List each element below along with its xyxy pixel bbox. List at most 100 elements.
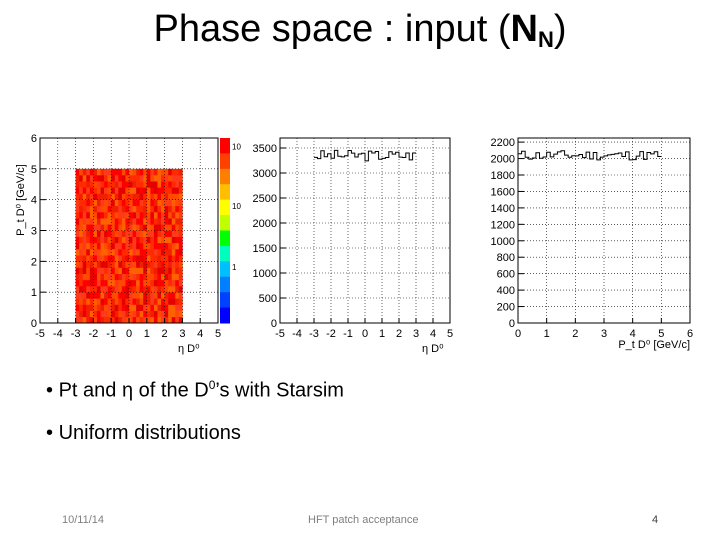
heatmap-cell <box>86 242 91 250</box>
heatmap-cell <box>178 267 183 274</box>
heatmap-cell <box>139 286 144 293</box>
heatmap-cell <box>150 242 155 250</box>
y-tick-label: 2000 <box>491 154 515 166</box>
heatmap-cell <box>125 242 130 250</box>
heatmap-cell <box>89 255 94 262</box>
heatmap-cell <box>86 304 91 311</box>
heatmap-cell <box>125 236 130 244</box>
heatmap-cell <box>111 316 116 324</box>
heatmap-cell <box>175 236 180 244</box>
heatmap-cell <box>82 199 87 207</box>
colorbar-segment <box>220 276 230 293</box>
heatmap-cell <box>136 310 140 318</box>
heatmap-cell <box>104 316 108 324</box>
heatmap-cell <box>86 286 91 293</box>
heatmap-cell <box>171 298 176 305</box>
heatmap-cell <box>118 249 123 256</box>
heatmap-cell <box>150 316 155 324</box>
heatmap-cell <box>104 249 108 256</box>
heatmap-cell <box>171 199 176 207</box>
heatmap-cell <box>125 286 130 293</box>
heatmap-cell <box>168 242 173 250</box>
heatmap-cell <box>168 255 173 262</box>
heatmap-cell <box>164 168 169 176</box>
colorbar-label: 10 <box>232 202 241 211</box>
heatmap-cell <box>132 298 137 305</box>
heatmap-cell <box>161 224 165 231</box>
heatmap-cell <box>111 304 116 311</box>
heatmap-cell <box>75 310 80 318</box>
x-tick-label: 1 <box>144 328 150 340</box>
bullet-mark: • <box>46 422 54 444</box>
heatmap-cell <box>107 224 112 231</box>
heatmap-cell <box>178 205 183 213</box>
heatmap-cell <box>125 255 130 262</box>
heatmap-cell <box>164 298 169 305</box>
heatmap-cell <box>175 230 180 237</box>
heatmap-cell <box>86 230 91 237</box>
heatmap-cell <box>161 193 165 200</box>
footer-date: 10/11/14 <box>62 514 105 526</box>
heatmap-cell <box>153 310 158 318</box>
heatmap-cell <box>168 249 173 256</box>
heatmap-cell <box>107 242 112 250</box>
heatmap-cell <box>118 230 123 237</box>
colorbar-segment <box>220 230 230 247</box>
heatmap-cell <box>178 316 183 324</box>
heatmap-cell <box>82 273 87 281</box>
heatmap-cell <box>143 298 148 305</box>
heatmap-cell <box>164 212 169 219</box>
heatmap-cell <box>82 181 87 188</box>
heatmap-cell <box>175 316 180 324</box>
heatmap-cell <box>86 212 91 219</box>
heatmap-cell <box>104 242 108 250</box>
heatmap-cell <box>75 255 80 262</box>
heatmap-cell <box>168 310 173 318</box>
heatmap-cell <box>121 230 126 237</box>
heatmap-cell <box>161 292 165 299</box>
heatmap-cell <box>107 205 112 213</box>
heatmap-cell <box>161 187 165 194</box>
heatmap-cell <box>96 304 101 311</box>
heatmap-cell <box>75 236 80 244</box>
heatmap-cell <box>114 168 119 176</box>
title-suffix: ) <box>553 8 567 50</box>
heatmap-cell <box>136 230 140 237</box>
heatmap-cell <box>93 168 98 176</box>
heatmap-cell <box>118 267 123 274</box>
heatmap-cell <box>157 261 162 268</box>
heatmap-cell <box>121 267 126 274</box>
heatmap-cell <box>129 304 133 311</box>
heatmap-cell <box>146 199 151 207</box>
heatmap-cell <box>161 304 165 311</box>
heatmap-cell <box>129 242 133 250</box>
heatmap-cell <box>100 224 105 231</box>
heatmap-cell <box>79 199 84 207</box>
heatmap-cell <box>146 310 151 318</box>
heatmap-cell <box>150 267 155 274</box>
heatmap-cell <box>114 181 119 188</box>
heatmap-cell <box>107 279 112 287</box>
x-tick-label: 3 <box>413 328 419 340</box>
heatmap-cell <box>178 286 183 293</box>
heatmap-cell <box>125 187 130 194</box>
heatmap-cell <box>157 187 162 194</box>
heatmap-cell <box>107 193 112 200</box>
heatmap-cell <box>75 279 80 287</box>
heatmap-cell <box>161 230 165 237</box>
heatmap-cell <box>121 316 126 324</box>
heatmap-cell <box>178 193 183 200</box>
heatmap-cell <box>82 212 87 219</box>
heatmap-cell <box>150 199 155 207</box>
heatmap-cell <box>161 286 165 293</box>
heatmap-cell <box>143 255 148 262</box>
heatmap-cell <box>107 181 112 188</box>
heatmap-cell <box>161 181 165 188</box>
heatmap-cell <box>104 292 108 299</box>
heatmap-cell <box>136 279 140 287</box>
heatmap-cell <box>136 175 140 182</box>
heatmap-cell <box>175 212 180 219</box>
heatmap-cell <box>132 292 137 299</box>
heatmap-cell <box>79 249 84 256</box>
heatmap-cell <box>171 242 176 250</box>
